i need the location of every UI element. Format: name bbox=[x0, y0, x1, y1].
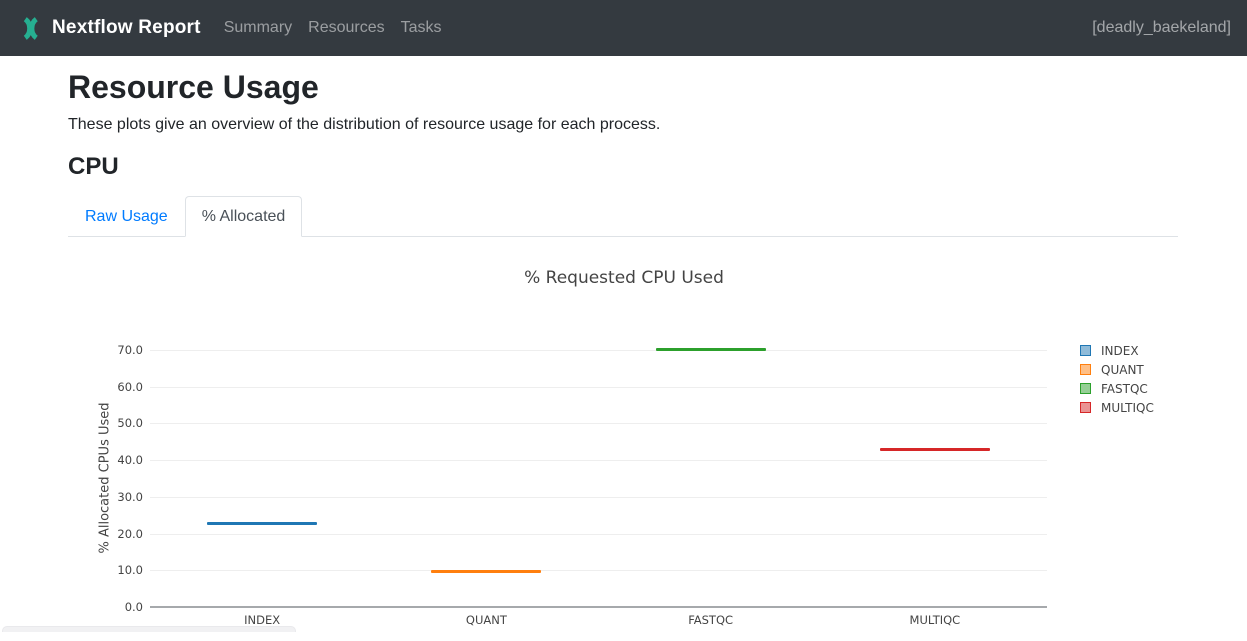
x-tick-label: MULTIQC bbox=[909, 613, 961, 627]
cpu-tab-bar: Raw Usage % Allocated bbox=[68, 196, 1178, 237]
y-tick-label: 30.0 bbox=[117, 489, 143, 504]
box-fastqc[interactable] bbox=[655, 348, 766, 352]
navbar-brand[interactable]: Nextflow Report bbox=[16, 15, 201, 42]
gridline bbox=[150, 460, 1047, 462]
legend-item-label: MULTIQC bbox=[1101, 400, 1154, 415]
nextflow-logo-icon bbox=[16, 15, 43, 42]
gridline bbox=[150, 496, 1047, 498]
chart-title: % Requested CPU Used bbox=[524, 268, 724, 288]
legend-swatch-icon bbox=[1080, 402, 1091, 413]
nav-item-resources[interactable]: Resources bbox=[308, 19, 385, 36]
x-tick-label: INDEX bbox=[244, 613, 281, 627]
legend-item-multiqc[interactable]: MULTIQC bbox=[1080, 398, 1154, 417]
legend-swatch-icon bbox=[1080, 345, 1091, 356]
main-content: Resource Usage These plots give an overv… bbox=[0, 69, 1247, 641]
legend-item-label: FASTQC bbox=[1101, 381, 1148, 396]
y-tick-label: 70.0 bbox=[117, 343, 143, 357]
legend-item-quant[interactable]: QUANT bbox=[1080, 360, 1154, 379]
chart-legend: INDEX QUANT FASTQC MULTIQC bbox=[1080, 341, 1154, 417]
y-tick-label: 60.0 bbox=[117, 379, 143, 394]
page-title: Resource Usage bbox=[68, 69, 319, 105]
y-tick-label: 10.0 bbox=[117, 563, 143, 578]
navbar-brand-label: Nextflow Report bbox=[52, 17, 201, 38]
gridline bbox=[150, 423, 1047, 425]
legend-item-fastqc[interactable]: FASTQC bbox=[1080, 379, 1154, 398]
y-tick-label: 40.0 bbox=[117, 453, 143, 468]
tab-pct-allocated[interactable]: % Allocated bbox=[184, 196, 303, 237]
legend-item-index[interactable]: INDEX bbox=[1080, 341, 1154, 360]
plot-area bbox=[150, 350, 1047, 608]
x-tick-label: FASTQC bbox=[688, 613, 734, 627]
y-tick-label: 20.0 bbox=[117, 526, 143, 541]
tab-raw-usage[interactable]: Raw Usage bbox=[85, 208, 168, 225]
box-multiqc[interactable] bbox=[879, 448, 990, 452]
y-tick-label: 50.0 bbox=[117, 416, 143, 431]
next-section-partial bbox=[2, 626, 296, 632]
box-quant[interactable] bbox=[431, 569, 542, 573]
run-name-label: [deadly_baekeland] bbox=[1092, 19, 1231, 36]
y-tick-label: 0.0 bbox=[124, 600, 143, 614]
gridline bbox=[150, 350, 1047, 351]
x-axis-line bbox=[150, 606, 1047, 608]
gridline bbox=[150, 533, 1047, 535]
legend-item-label: QUANT bbox=[1101, 362, 1144, 377]
nav-item-summary[interactable]: Summary bbox=[223, 19, 293, 36]
section-heading-cpu: CPU bbox=[68, 153, 119, 180]
gridline bbox=[150, 570, 1047, 572]
nav-item-tasks[interactable]: Tasks bbox=[400, 19, 442, 36]
cpu-allocated-chart: % Requested CPU Used % Allocated CPUs Us… bbox=[68, 255, 1180, 641]
gridline bbox=[150, 386, 1047, 388]
box-index[interactable] bbox=[207, 521, 318, 525]
top-navbar: Nextflow Report Summary Resources Tasks … bbox=[0, 0, 1247, 56]
x-tick-label: QUANT bbox=[465, 613, 507, 627]
legend-item-label: INDEX bbox=[1101, 343, 1139, 358]
page-description: These plots give an overview of the dist… bbox=[68, 116, 661, 133]
legend-swatch-icon bbox=[1080, 364, 1091, 375]
legend-swatch-icon bbox=[1080, 383, 1091, 394]
navbar-links: Summary Resources Tasks bbox=[216, 11, 450, 45]
